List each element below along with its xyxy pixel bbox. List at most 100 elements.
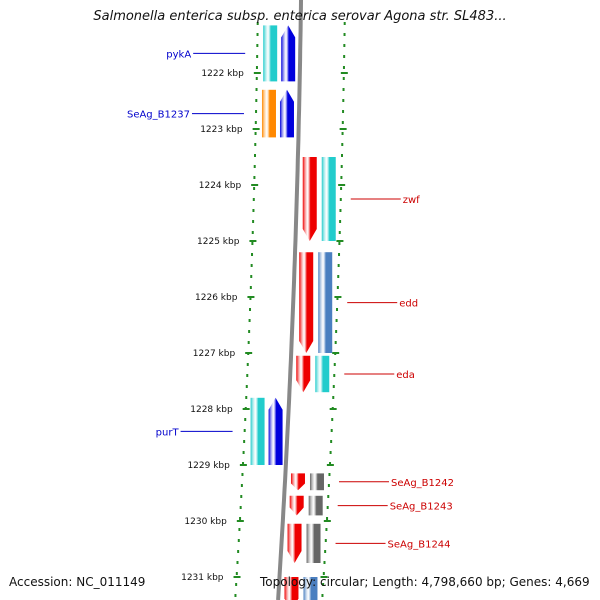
gene-label: pykA — [166, 49, 191, 60]
outer-tick-dot — [327, 495, 330, 498]
outer-tick-dot — [337, 275, 340, 278]
outer-tick-dot — [326, 517, 329, 520]
inner-tick-dot — [254, 143, 257, 146]
inner-tick-dot — [245, 385, 248, 388]
outer-tick-dot — [342, 110, 345, 113]
outer-tick-dot — [330, 440, 333, 443]
inner-tick-dot — [255, 66, 258, 69]
inner-tick-dot — [236, 561, 239, 564]
outer-tick-dot — [330, 429, 333, 432]
tick-label: 1226 kbp — [195, 293, 238, 303]
tick-label: 1230 kbp — [184, 517, 227, 527]
inner-tick-dot — [250, 275, 253, 278]
inner-tick-dot — [255, 88, 258, 91]
gene-arrow — [279, 89, 294, 138]
major-tick — [247, 296, 255, 298]
inner-tick-dot — [235, 583, 238, 586]
outer-tick-dot — [333, 363, 336, 366]
inner-tick-dot — [253, 165, 256, 168]
inner-tick-dot — [253, 176, 256, 179]
tick-label: 1222 kbp — [201, 69, 244, 79]
gene-cog-box — [321, 157, 336, 241]
outer-tick-dot — [329, 451, 332, 454]
outer-tick-dot — [332, 396, 335, 399]
inner-tick-dot — [244, 418, 247, 421]
gene-label: eda — [396, 370, 415, 381]
outer-tick-dot — [342, 99, 345, 102]
tick-label: 1224 kbp — [199, 181, 242, 191]
outer-tick-dot — [339, 220, 342, 223]
gene-label: zwf — [403, 195, 420, 206]
inner-tick-dot — [246, 374, 249, 377]
tick-label: 1231 kbp — [181, 573, 224, 583]
outer-tick-dot — [322, 583, 325, 586]
gene-arrow — [290, 473, 305, 491]
major-tick — [326, 464, 334, 466]
inner-tick-dot — [238, 528, 241, 531]
outer-tick-dot — [340, 165, 343, 168]
inner-tick-dot — [240, 495, 243, 498]
inner-tick-dot — [255, 110, 258, 113]
major-tick — [245, 352, 253, 354]
inner-tick-dot — [246, 363, 249, 366]
major-tick — [249, 240, 257, 242]
outer-tick-dot — [341, 132, 344, 135]
inner-tick-dot — [256, 22, 259, 25]
inner-tick-dot — [256, 55, 259, 58]
outer-tick-dot — [328, 473, 331, 476]
inner-tick-dot — [252, 198, 255, 201]
major-tick — [323, 520, 331, 522]
outer-tick-dot — [339, 198, 342, 201]
major-tick — [253, 72, 261, 74]
major-tick — [252, 128, 260, 130]
major-tick — [236, 520, 244, 522]
outer-tick-dot — [343, 33, 346, 36]
outer-tick-dot — [324, 539, 327, 542]
inner-tick-dot — [248, 330, 251, 333]
gene-arrow — [299, 252, 314, 353]
outer-tick-dot — [335, 319, 338, 322]
outer-tick-dot — [327, 484, 330, 487]
gene-cog-box — [250, 397, 265, 465]
outer-tick-dot — [340, 187, 343, 190]
outer-tick-dot — [342, 88, 345, 91]
inner-tick-dot — [247, 341, 250, 344]
gene-cog-box — [306, 523, 321, 563]
tick-label: 1229 kbp — [187, 461, 230, 471]
major-tick — [329, 408, 337, 410]
genome-summary: Topology: circular; Length: 4,798,660 bp… — [260, 575, 590, 589]
gene-arrow — [289, 495, 304, 516]
outer-tick-dot — [329, 462, 332, 465]
outer-tick-dot — [324, 550, 327, 553]
outer-tick-dot — [338, 242, 341, 245]
outer-tick-dot — [325, 528, 328, 531]
gene-arrow — [287, 523, 302, 563]
outer-tick-dot — [343, 55, 346, 58]
gene-cog-box — [303, 577, 318, 600]
outer-tick-dot — [338, 231, 341, 234]
gene-arrow — [296, 355, 311, 393]
inner-tick-dot — [254, 121, 257, 124]
outer-tick-dot — [341, 143, 344, 146]
inner-tick-dot — [250, 264, 253, 267]
inner-tick-dot — [255, 99, 258, 102]
gene-label: edd — [399, 299, 418, 310]
major-tick — [332, 352, 340, 354]
gene-cog-box — [315, 355, 330, 393]
outer-tick-dot — [336, 308, 339, 311]
inner-tick-dot — [237, 550, 240, 553]
outer-tick-dot — [343, 22, 346, 25]
major-tick — [334, 296, 342, 298]
backbone-line — [276, 0, 303, 600]
outer-tick-dot — [323, 561, 326, 564]
gene-label: SeAg_B1244 — [388, 539, 451, 550]
gene-arrow — [268, 397, 283, 465]
inner-tick-dot — [249, 286, 252, 289]
outer-tick-dot — [336, 297, 339, 300]
outer-tick-dot — [326, 506, 329, 509]
major-tick — [340, 72, 348, 74]
tick-label: 1225 kbp — [197, 237, 240, 247]
major-tick — [336, 240, 344, 242]
outer-tick-dot — [342, 77, 345, 80]
inner-tick-dot — [243, 429, 246, 432]
